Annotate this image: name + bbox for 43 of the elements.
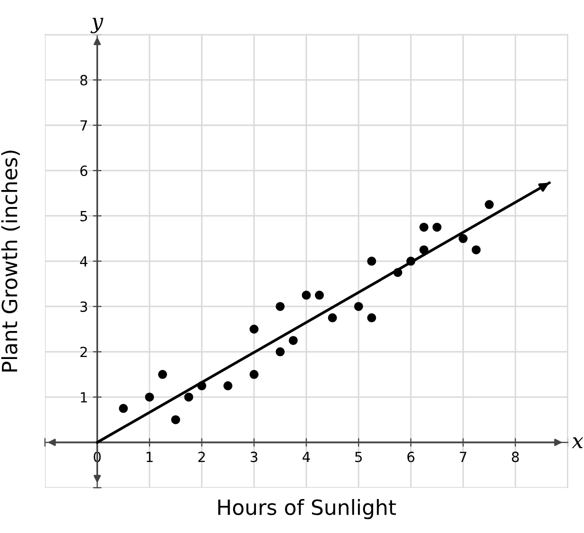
x-tick-label: 4	[302, 452, 310, 462]
point	[354, 302, 364, 311]
point	[484, 200, 494, 210]
point	[419, 222, 428, 232]
x-tick-label: 6	[407, 452, 414, 462]
y-tick-label: 4	[80, 256, 88, 266]
point	[171, 415, 180, 424]
point	[302, 290, 311, 300]
point	[314, 290, 324, 300]
point	[118, 404, 128, 413]
y-axis-title: Plant Growth (inches)	[1, 150, 20, 372]
point	[276, 302, 285, 311]
point	[458, 234, 468, 244]
point	[223, 381, 232, 390]
text: y	[90, 18, 104, 34]
point	[367, 256, 376, 266]
point	[472, 245, 481, 254]
point	[288, 336, 298, 345]
y-tick-label: 8	[80, 74, 88, 86]
x-tick-label: 7	[460, 452, 466, 462]
x-tick-label: 2	[198, 452, 205, 462]
y-tick-label: 1	[80, 392, 87, 402]
x-tick-label: 3	[250, 452, 258, 462]
y-tick-label: 7	[80, 120, 88, 131]
point	[145, 392, 154, 402]
text: x	[572, 437, 584, 448]
x-axis-title: Hours of Sunlight	[218, 499, 396, 520]
y-tick-label: 5	[80, 211, 87, 222]
point	[328, 313, 337, 322]
x-tick-label: 8	[512, 452, 519, 462]
point	[250, 370, 259, 379]
point	[419, 245, 428, 254]
point	[367, 313, 376, 322]
y-tick-label: 3	[80, 301, 88, 312]
point	[184, 392, 194, 402]
point	[276, 347, 285, 356]
point	[158, 370, 168, 379]
y-tick-label: 6	[80, 166, 88, 176]
y-tick-label: 2	[80, 346, 87, 358]
x-tick-label: 5	[355, 452, 362, 462]
point	[432, 222, 442, 232]
point	[250, 324, 259, 334]
x-tick-label: 1	[146, 452, 153, 462]
